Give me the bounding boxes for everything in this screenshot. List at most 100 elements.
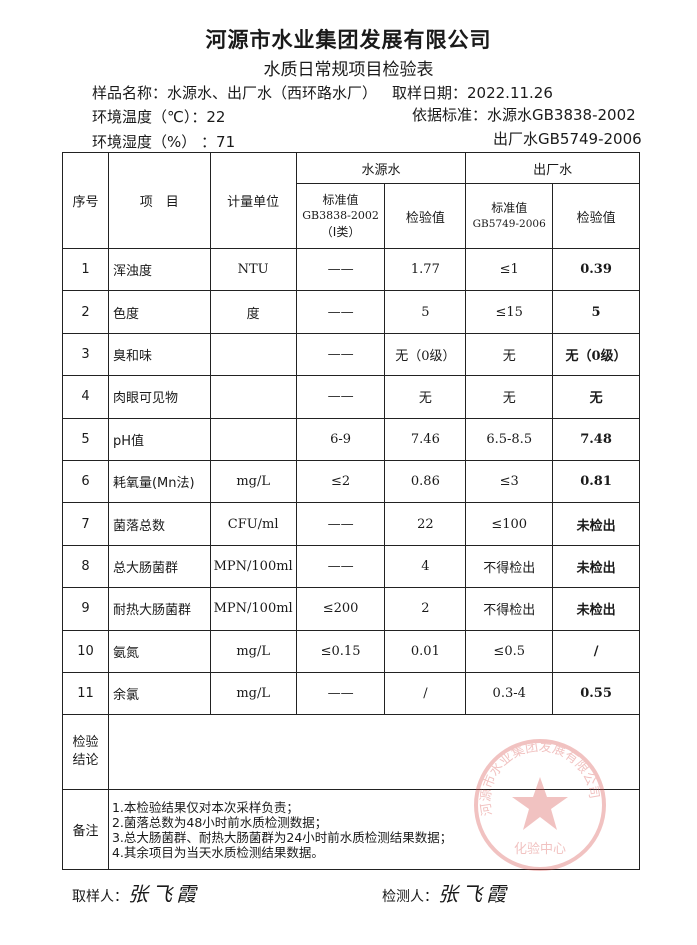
plant-standard: 0.3-4 (465, 671, 554, 716)
source-standard: —— (295, 332, 386, 377)
item-name: 浑浊度 (107, 247, 211, 292)
table-row: 11 余氯 mg/L ——/0.3-4 0.55 (62, 671, 640, 716)
plant-standard: ≤3 (465, 459, 554, 504)
source-value: 1.77 (384, 247, 467, 292)
item-name: 色度 (107, 290, 211, 334)
temperature: 环境温度（℃）：22 (92, 108, 226, 126)
source-value: 7.46 (384, 417, 467, 461)
remarks: 1.本检验结果仅对本次采样负责； 2.菌落总数为48小时前水质检测数据； 3.总… (107, 789, 641, 871)
table-row: 6 耗氧量(Mn法) mg/L ≤2 0.86 ≤3 0.81 (62, 459, 640, 504)
plant-standard: 不得检出 (465, 544, 554, 589)
source-value: 2 (384, 587, 467, 631)
sampler: 取样人：张飞霞 (72, 882, 200, 906)
table-row: 7 菌落总数 CFU/ml —— 22 ≤100 未检出 (62, 502, 640, 546)
source-value: 0.01 (384, 629, 467, 673)
source-standard: 6-9 (295, 417, 386, 461)
table-row: 2 色度度 —— 5 ≤15 5 (62, 290, 640, 334)
item-name: 肉眼可见物 (107, 375, 211, 419)
row-number: 10 (62, 629, 109, 673)
plant-value: 0.39 (552, 247, 640, 292)
unit (209, 375, 297, 419)
row-number: 2 (62, 290, 109, 334)
source-value: 0.86 (384, 459, 467, 504)
svg-text:化验中心: 化验中心 (514, 841, 566, 857)
standard-basis-plant: 出厂水GB5749-2006 (493, 130, 642, 148)
row-number: 1 (62, 247, 109, 292)
unit: MPN/100ml (209, 587, 297, 631)
plant-standard: ≤0.5 (465, 629, 554, 673)
item-name: 菌落总数 (107, 502, 211, 546)
sample-date: 取样日期：2022.11.26 (392, 84, 553, 102)
source-standard: —— (295, 502, 386, 546)
table-row: 1 浑浊度 NTU —— 1.77 ≤1 0.39 (62, 247, 640, 292)
source-value: 5 (384, 290, 467, 334)
remarks-label: 备注 (62, 789, 109, 871)
unit: mg/L (209, 459, 297, 504)
header-item: 项 目 (107, 152, 211, 249)
header-plant-standard: 标准值 GB5749-2006 (465, 183, 554, 249)
item-name: pH值 (107, 417, 211, 461)
unit: mg/L (209, 671, 297, 716)
header-unit: 计量单位 (209, 152, 297, 249)
tester-signature: 张飞霞 (438, 882, 510, 906)
plant-value: 0.55 (552, 671, 640, 716)
source-standard: —— (295, 290, 386, 334)
header-source-water: 水源水 (295, 152, 467, 184)
source-standard: ≤200 (295, 587, 386, 631)
conclusion-label: 检验结论 (62, 714, 109, 791)
source-value: 4 (384, 544, 467, 589)
row-number: 11 (62, 671, 109, 716)
plant-standard: ≤1 (465, 247, 554, 292)
plant-value: 5 (552, 290, 640, 334)
source-standard: —— (295, 671, 386, 716)
source-standard: —— (295, 375, 386, 419)
header-plant-value: 检验值 (552, 183, 640, 249)
plant-standard: ≤100 (465, 502, 554, 546)
row-number: 4 (62, 375, 109, 419)
conclusion-value (107, 714, 641, 791)
source-standard: —— (295, 544, 386, 589)
table-row: 9 耐热大肠菌群 MPN/100ml ≤200 2 不得检出 未检出 (62, 587, 640, 631)
plant-value: 未检出 (552, 544, 640, 589)
item-name: 耗氧量(Mn法) (107, 459, 211, 504)
table-row: 5 pH值 6-9 7.46 6.5-8.5 7.48 (62, 417, 640, 461)
table-row: 8 总大肠菌群 MPN/100ml —— 4 不得检出 未检出 (62, 544, 640, 589)
row-number: 9 (62, 587, 109, 631)
row-number: 8 (62, 544, 109, 589)
plant-value: 无（0级） (552, 332, 640, 377)
form-title: 水质日常规项目检验表 (263, 60, 434, 80)
plant-value: / (552, 629, 640, 673)
plant-standard: 无 (465, 375, 554, 419)
source-standard: —— (295, 247, 386, 292)
item-name: 耐热大肠菌群 (107, 587, 211, 631)
plant-value: 无 (552, 375, 640, 419)
source-value: 22 (384, 502, 467, 546)
row-number: 7 (62, 502, 109, 546)
tester: 检测人：张飞霞 (382, 882, 510, 906)
source-value: 无（0级） (384, 332, 467, 377)
header-plant-water: 出厂水 (465, 152, 640, 184)
table-row: 10 氨氮 mg/L ≤0.15 0.01 ≤0.5/ (62, 629, 640, 673)
table-row: 4 肉眼可见物 —— 无无无 (62, 375, 640, 419)
item-name: 总大肠菌群 (107, 544, 211, 589)
unit (209, 332, 297, 377)
row-number: 3 (62, 332, 109, 377)
inspection-table: 序号 项 目 计量单位 水源水 出厂水 标准值 GB3838-2002 （Ⅰ类）… (62, 152, 641, 871)
header-source-standard: 标准值 GB3838-2002 （Ⅰ类） (295, 183, 386, 249)
item-name: 氨氮 (107, 629, 211, 673)
sample-name: 样品名称：水源水、出厂水（西环路水厂） (92, 84, 378, 102)
unit: CFU/ml (209, 502, 297, 546)
official-seal: 河源市水业集团发展有限公司 化验中心 (474, 739, 606, 871)
sampler-signature: 张飞霞 (128, 882, 200, 906)
table-row: 3 臭和味 —— 无（0级）无无（0级） (62, 332, 640, 377)
unit: mg/L (209, 629, 297, 673)
plant-value: 0.81 (552, 459, 640, 504)
row-number: 5 (62, 417, 109, 461)
plant-standard: 不得检出 (465, 587, 554, 631)
unit: MPN/100ml (209, 544, 297, 589)
standard-basis: 依据标准：水源水GB3838-2002 (412, 106, 636, 124)
plant-value: 7.48 (552, 417, 640, 461)
plant-standard: 无 (465, 332, 554, 377)
source-value: 无 (384, 375, 467, 419)
plant-value: 未检出 (552, 587, 640, 631)
